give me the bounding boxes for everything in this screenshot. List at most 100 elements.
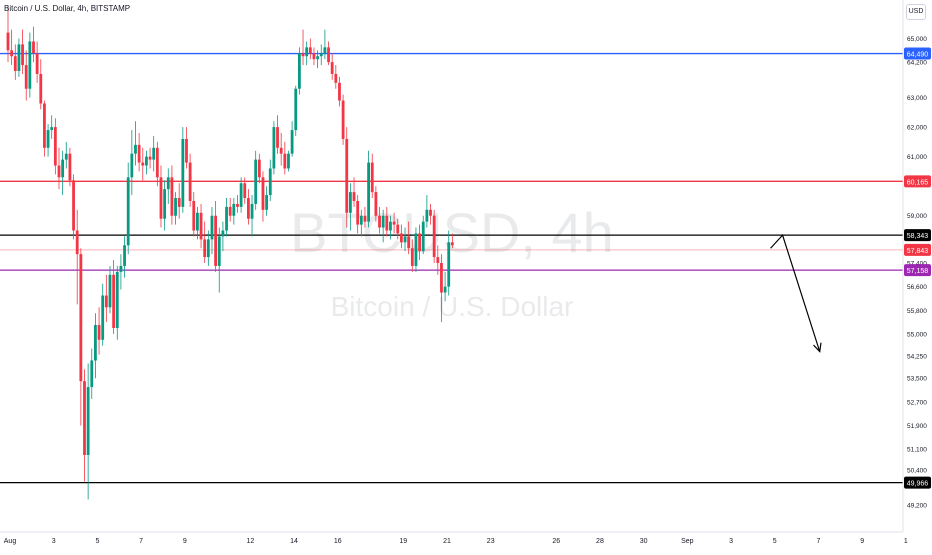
candle[interactable] (312, 47, 316, 66)
candle[interactable] (152, 135, 156, 172)
candle[interactable] (177, 183, 181, 219)
candle[interactable] (418, 224, 421, 261)
candle[interactable] (21, 29, 24, 74)
candle[interactable] (250, 195, 254, 237)
candle[interactable] (123, 236, 126, 278)
candle[interactable] (97, 307, 101, 355)
candle[interactable] (6, 6, 10, 63)
candle[interactable] (308, 38, 312, 60)
candle[interactable] (145, 150, 148, 175)
candle[interactable] (316, 50, 320, 69)
candle[interactable] (447, 230, 451, 296)
candle[interactable] (61, 150, 65, 196)
candle[interactable] (443, 271, 447, 302)
candle[interactable] (181, 127, 185, 213)
candle[interactable] (374, 186, 378, 222)
candle[interactable] (137, 133, 141, 172)
candle[interactable] (94, 313, 97, 379)
candle[interactable] (370, 153, 374, 199)
candle[interactable] (283, 141, 287, 175)
candle[interactable] (32, 26, 35, 63)
candle[interactable] (112, 260, 116, 334)
candle[interactable] (159, 165, 163, 228)
candle[interactable] (323, 29, 327, 60)
candle[interactable] (17, 38, 21, 77)
candle[interactable] (334, 65, 338, 89)
candle[interactable] (28, 32, 32, 98)
candle[interactable] (341, 94, 345, 145)
candle[interactable] (163, 180, 167, 231)
candle[interactable] (43, 100, 46, 157)
candle[interactable] (13, 44, 17, 80)
candle[interactable] (239, 177, 243, 213)
candle[interactable] (294, 85, 298, 136)
candle[interactable] (50, 115, 54, 139)
candle[interactable] (104, 274, 108, 323)
candle[interactable] (268, 159, 272, 201)
candle[interactable] (35, 41, 39, 83)
candle[interactable] (246, 189, 250, 225)
candle[interactable] (225, 198, 228, 237)
candle[interactable] (72, 174, 75, 240)
candle[interactable] (279, 133, 283, 166)
candle[interactable] (392, 212, 396, 234)
candle[interactable] (108, 265, 112, 314)
candle[interactable] (141, 147, 145, 181)
projection-path[interactable] (770, 233, 821, 352)
candle[interactable] (243, 177, 247, 204)
candle[interactable] (257, 153, 261, 184)
candle[interactable] (115, 265, 119, 340)
candle[interactable] (134, 121, 137, 166)
candle[interactable] (254, 150, 258, 210)
candle[interactable] (39, 59, 43, 110)
candle[interactable] (414, 227, 418, 272)
candle[interactable] (399, 224, 403, 249)
candle[interactable] (64, 141, 68, 169)
candle[interactable] (403, 227, 407, 252)
candle[interactable] (425, 195, 429, 228)
candle[interactable] (421, 215, 425, 255)
candle[interactable] (436, 245, 440, 275)
candle[interactable] (265, 186, 269, 216)
candle[interactable] (276, 115, 279, 154)
candle[interactable] (228, 198, 232, 222)
candle[interactable] (287, 150, 290, 172)
candle[interactable] (101, 283, 105, 346)
candle[interactable] (221, 221, 225, 252)
candle[interactable] (330, 53, 334, 80)
candle[interactable] (338, 76, 341, 107)
candle[interactable] (407, 221, 411, 255)
candle[interactable] (297, 47, 301, 95)
candle[interactable] (232, 198, 236, 225)
candle[interactable] (196, 206, 199, 240)
candle[interactable] (119, 254, 123, 290)
candle[interactable] (90, 348, 94, 399)
candle[interactable] (378, 206, 381, 234)
candle[interactable] (217, 227, 221, 293)
candle[interactable] (126, 162, 130, 255)
candle[interactable] (367, 150, 370, 228)
candle[interactable] (170, 165, 174, 225)
currency-button[interactable]: USD (906, 4, 926, 20)
candle[interactable] (185, 127, 188, 169)
candle[interactable] (210, 206, 214, 255)
candle[interactable] (199, 203, 203, 249)
candle[interactable] (236, 195, 239, 213)
candle[interactable] (356, 195, 360, 234)
candle[interactable] (53, 118, 57, 175)
candle[interactable] (290, 121, 294, 157)
candle[interactable] (352, 177, 356, 207)
candle[interactable] (214, 200, 218, 272)
candle[interactable] (385, 206, 389, 237)
candle[interactable] (86, 363, 90, 500)
candle[interactable] (83, 369, 86, 482)
candle[interactable] (75, 209, 79, 305)
candle[interactable] (301, 29, 305, 66)
candle[interactable] (261, 171, 265, 222)
candle[interactable] (24, 50, 28, 101)
candle[interactable] (319, 44, 323, 66)
candle[interactable] (272, 121, 276, 175)
candle[interactable] (68, 147, 72, 187)
